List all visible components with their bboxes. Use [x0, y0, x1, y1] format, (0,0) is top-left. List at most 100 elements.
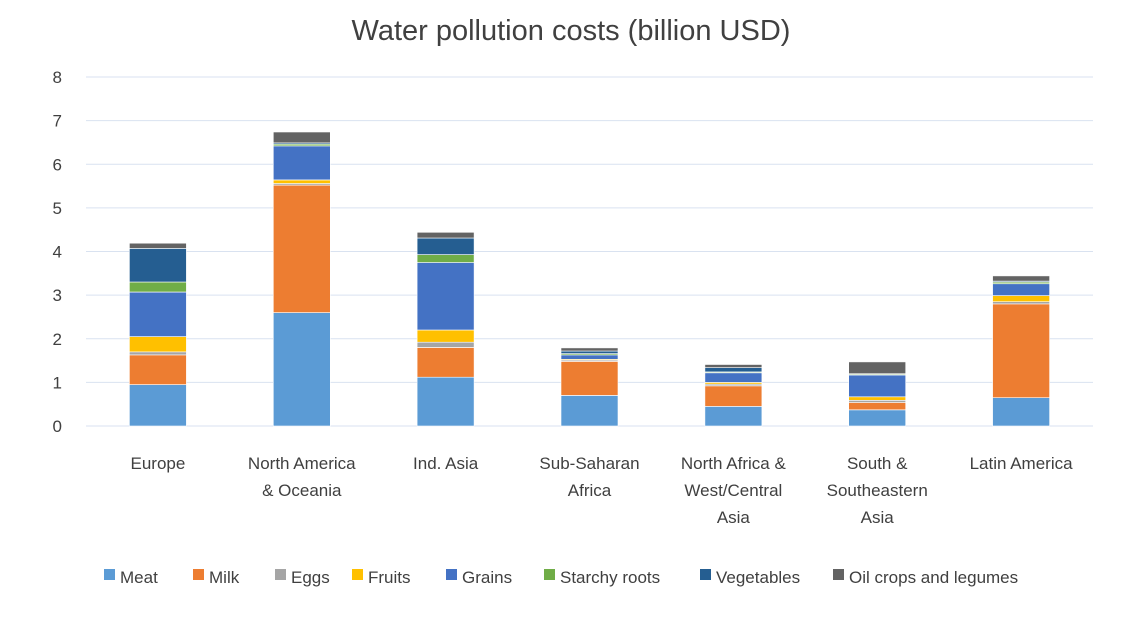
bar-stack	[129, 242, 187, 427]
bar-segment-grains	[416, 262, 475, 331]
bar-segment-vegetables	[129, 248, 187, 283]
legend-label: Vegetables	[716, 568, 800, 587]
x-category-label-line: Sub-Saharan	[539, 454, 639, 473]
bar-segment-meat	[992, 397, 1050, 427]
x-category-label-line: North America	[248, 454, 356, 473]
bar-segment-fruits	[848, 396, 907, 401]
legend-swatch	[193, 569, 204, 580]
x-category-label: Europe	[131, 454, 186, 473]
bar-segment-eggs	[129, 351, 187, 356]
bar-segment-oil-crops-and-legumes	[416, 232, 475, 239]
y-tick-label: 6	[53, 155, 62, 174]
legend-item: Oil crops and legumes	[833, 568, 1018, 587]
bar-segment-milk	[272, 184, 331, 313]
bar-stack	[848, 361, 907, 427]
bar-segment-eggs	[992, 301, 1050, 305]
legend-item: Milk	[193, 568, 240, 587]
bar-segment-oil-crops-and-legumes	[129, 242, 187, 249]
bar-segment-grains	[560, 354, 619, 360]
legend-item: Vegetables	[700, 568, 800, 587]
x-category-label-line: Asia	[861, 508, 895, 527]
bar-segment-vegetables	[416, 237, 475, 255]
x-category-label: Ind. Asia	[413, 454, 479, 473]
bar-segment-milk	[416, 347, 475, 378]
x-category-label-line: Latin America	[970, 454, 1074, 473]
bar-segment-fruits	[992, 295, 1050, 303]
bar-segment-milk	[129, 354, 187, 385]
legend-label: Fruits	[368, 568, 411, 587]
legend-label: Eggs	[291, 568, 330, 587]
bar-stack	[704, 364, 763, 427]
legend-swatch	[275, 569, 286, 580]
legend-label: Milk	[209, 568, 240, 587]
bar-segment-starchy-roots	[416, 254, 475, 263]
x-category-label: Latin America	[970, 454, 1074, 473]
bar-segment-eggs	[848, 399, 907, 403]
x-category-label: Sub-Saharan Africa	[539, 454, 639, 500]
bar-segment-grains	[992, 283, 1050, 296]
bar-segment-fruits	[416, 329, 475, 343]
x-category-label-line: Ind. Asia	[413, 454, 479, 473]
bar-segment-milk	[992, 303, 1050, 398]
bar-segment-fruits	[272, 179, 331, 184]
x-category-label-line: Europe	[131, 454, 186, 473]
legend-swatch	[544, 569, 555, 580]
legend-swatch	[104, 569, 115, 580]
bar-segment-eggs	[416, 341, 475, 348]
bar-stack	[272, 131, 331, 427]
x-category-label-line: North Africa &	[681, 454, 787, 473]
legend-item: Grains	[446, 568, 512, 587]
y-tick-label: 0	[53, 417, 62, 436]
bar-segment-milk	[560, 361, 619, 396]
x-axis-category-labels: Europe North America & Oceania Ind. Asia Sub…	[131, 454, 1074, 527]
y-axis-tick-labels: 0 1 2 3 4 5 6 7 8	[53, 68, 62, 436]
x-category-label: South & Southeastern Asia	[827, 454, 928, 527]
legend-label: Oil crops and legumes	[849, 568, 1018, 587]
bar-segment-grains	[704, 372, 763, 383]
legend-item: Starchy roots	[544, 568, 660, 587]
y-tick-label: 8	[53, 68, 62, 87]
legend-item: Eggs	[275, 568, 330, 587]
y-tick-label: 5	[53, 199, 62, 218]
bar-segment-grains	[272, 145, 331, 181]
x-category-label-line: Southeastern	[827, 481, 928, 500]
legend-label: Starchy roots	[560, 568, 660, 587]
bar-stack	[416, 232, 475, 427]
bar-segment-oil-crops-and-legumes	[992, 275, 1050, 282]
legend-swatch	[700, 569, 711, 580]
legend-swatch	[352, 569, 363, 580]
bar-segment-grains	[129, 291, 187, 337]
y-tick-label: 7	[53, 112, 62, 131]
bar-segment-meat	[416, 376, 475, 427]
bar-segment-meat	[704, 406, 763, 427]
chart-title: Water pollution costs (billion USD)	[352, 15, 791, 47]
bar-segment-vegetables	[704, 367, 763, 373]
bar-segment-meat	[129, 384, 187, 427]
y-tick-label: 2	[53, 330, 62, 349]
gridlines	[86, 76, 1093, 427]
bar-segment-oil-crops-and-legumes	[704, 364, 763, 368]
bar-stack	[560, 347, 619, 427]
y-tick-label: 1	[53, 373, 62, 392]
bars	[129, 131, 1050, 427]
bar-segment-vegetables	[560, 350, 619, 354]
y-tick-label: 4	[53, 243, 62, 262]
bar-segment-milk	[704, 385, 763, 407]
legend-label: Meat	[120, 568, 158, 587]
legend-item: Meat	[104, 568, 158, 587]
legend-item: Fruits	[352, 568, 411, 587]
bar-segment-meat	[560, 395, 619, 427]
x-category-label: North Africa & West/Central Asia	[681, 454, 787, 527]
bar-segment-meat	[848, 409, 907, 427]
legend-swatch	[833, 569, 844, 580]
bar-segment-meat	[272, 312, 331, 427]
bar-stack	[992, 275, 1050, 427]
legend-swatch	[446, 569, 457, 580]
x-category-label-line: Africa	[568, 481, 612, 500]
x-category-label-line: West/Central	[684, 481, 782, 500]
bar-segment-oil-crops-and-legumes	[272, 131, 331, 144]
legend-label: Grains	[462, 568, 512, 587]
bar-segment-grains	[848, 374, 907, 398]
x-category-label: North America & Oceania	[248, 454, 356, 500]
